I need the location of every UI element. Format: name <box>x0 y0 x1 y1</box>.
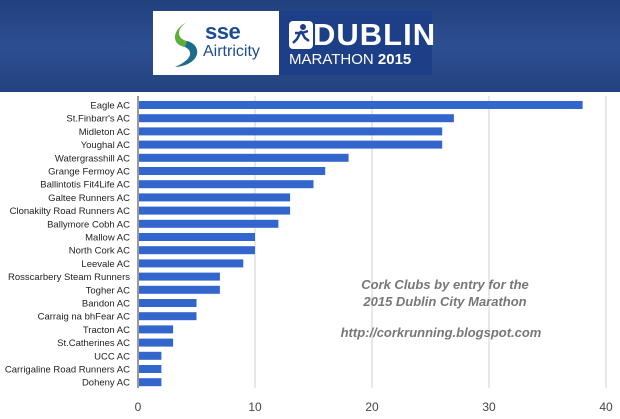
annotation-line-2: 2015 Dublin City Marathon <box>362 294 526 309</box>
category-label: Watergrasshill AC <box>55 153 130 164</box>
bar <box>139 180 314 189</box>
category-label: Eagle AC <box>90 101 130 112</box>
bar <box>139 233 255 241</box>
bar <box>139 246 255 255</box>
bar <box>139 101 583 109</box>
category-label: Ballintotis Fit4Life AC <box>40 180 130 191</box>
category-label: Togher AC <box>86 285 130 296</box>
category-label: St.Finbarr's AC <box>66 114 130 125</box>
category-label: Carrigaline Road Runners AC <box>5 365 130 376</box>
category-label: Midleton AC <box>79 127 130 138</box>
bar <box>139 365 162 373</box>
category-label: Ballymore Cobh AC <box>47 219 130 230</box>
event-subtitle: MARATHON 2015 <box>289 51 411 68</box>
x-tick-label: 20 <box>365 400 379 414</box>
runner-icon <box>289 21 313 49</box>
category-label: Grange Fermoy AC <box>48 167 130 178</box>
category-label: Mallow AC <box>85 233 130 244</box>
category-label: Leevale AC <box>81 259 130 270</box>
category-label: Doheny AC <box>82 378 130 389</box>
x-tick-label: 30 <box>482 400 496 414</box>
bar <box>139 114 454 123</box>
category-label: UCC AC <box>94 351 130 362</box>
bar <box>139 219 279 228</box>
bar-chart: Eagle AC St.Finbarr's AC Midleton AC Yougha… <box>5 96 613 414</box>
category-label: Galtee Runners AC <box>48 193 130 204</box>
bar <box>139 285 220 294</box>
bar <box>139 206 291 215</box>
bar <box>139 140 443 149</box>
header-banner: sse Airtricity DUBLIN MARATHON 2015 <box>0 0 620 92</box>
x-tick-label: 40 <box>599 400 613 414</box>
annotation-url: http://corkrunning.blogspot.com <box>341 325 542 340</box>
event-subtitle-text: MARATHON <box>289 51 374 68</box>
x-tick-label: 0 <box>135 400 142 414</box>
category-label: Tracton AC <box>83 325 130 336</box>
bar <box>139 312 197 321</box>
bar <box>139 351 162 360</box>
bar <box>139 259 244 268</box>
event-year: 2015 <box>377 51 412 68</box>
bar <box>139 338 174 347</box>
category-label: Carraig na bhFear AC <box>38 312 131 323</box>
sse-airtricity-logo: sse Airtricity <box>153 11 279 75</box>
category-label: Youghal AC <box>81 140 130 151</box>
swirl-icon <box>174 21 198 67</box>
category-label: Bandon AC <box>82 299 130 310</box>
bar <box>139 272 220 281</box>
bar <box>139 153 349 162</box>
bar <box>139 299 197 307</box>
bar <box>139 127 443 136</box>
bar <box>139 167 326 175</box>
bar <box>139 193 291 202</box>
sponsor-bottom: Airtricity <box>203 43 260 60</box>
bar <box>139 378 162 387</box>
sponsor-top: sse <box>205 19 241 44</box>
dublin-marathon-logo: DUBLIN MARATHON 2015 <box>279 11 435 75</box>
category-label: Clonakilty Road Runners AC <box>10 206 131 217</box>
category-label: Rosscarbery Steam Runners <box>8 272 130 283</box>
annotation-line-1: Cork Clubs by entry for the <box>361 277 529 292</box>
event-title: DUBLIN <box>313 17 437 52</box>
category-label: North Cork AC <box>69 246 130 257</box>
x-tick-label: 10 <box>248 400 262 414</box>
bar <box>139 325 174 334</box>
category-label: St.Catherines AC <box>57 338 130 349</box>
